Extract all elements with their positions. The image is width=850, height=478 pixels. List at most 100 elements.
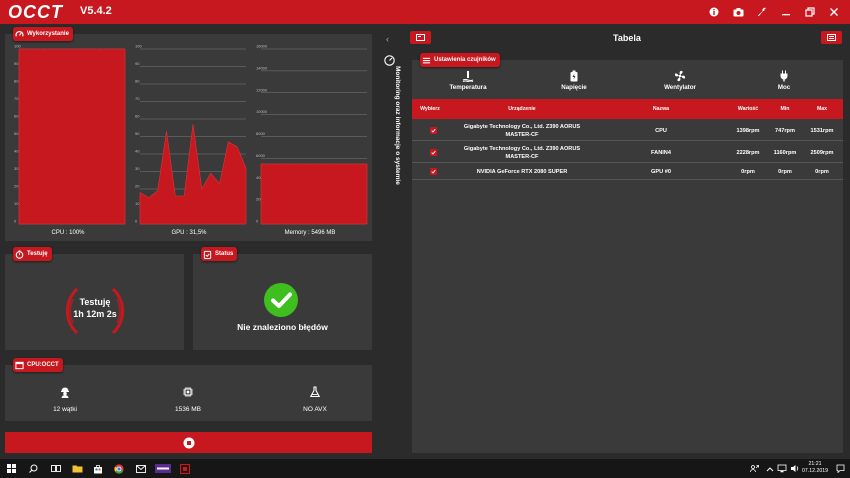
row-checkbox[interactable] xyxy=(430,127,437,134)
collapse-chevron-icon[interactable]: ‹ xyxy=(386,34,389,44)
status-panel-title: Status xyxy=(215,251,234,257)
data-point xyxy=(117,48,119,50)
device-line2: MASTER-CF xyxy=(505,154,539,160)
wrench-icon[interactable] xyxy=(750,0,774,24)
data-point xyxy=(210,172,212,174)
system-clock[interactable]: 21:21 07.12.2019 xyxy=(802,461,828,475)
data-point xyxy=(110,48,112,50)
data-point xyxy=(61,48,62,50)
row-value: 0rpm xyxy=(741,169,755,175)
tick-label: 10000 xyxy=(256,109,268,114)
tick-label: 40 xyxy=(14,149,19,154)
table-row[interactable]: Gigabyte Technology Co., Ltd. Z390 AORUS… xyxy=(412,142,843,163)
series-area-0 xyxy=(18,48,126,225)
device-line1: Gigabyte Technology Co., Ltd. Z390 AORUS xyxy=(463,124,581,130)
col-min[interactable]: Min xyxy=(780,106,790,112)
tab-wentylator[interactable]: Wentylator xyxy=(626,70,734,91)
store-icon[interactable] xyxy=(91,462,104,475)
memory-label: 1536 MB xyxy=(174,406,202,413)
stop-test-button[interactable] xyxy=(5,432,372,453)
col-wartosc[interactable]: Wartość xyxy=(737,106,759,112)
tick-label: 100 xyxy=(135,44,142,49)
close-icon[interactable] xyxy=(822,0,846,24)
data-point xyxy=(236,146,238,148)
row-checkbox[interactable] xyxy=(430,168,437,175)
occt-taskbar-icon[interactable] xyxy=(155,462,171,475)
side-collapse-strip: ‹ xyxy=(378,30,404,454)
battery-icon xyxy=(570,70,578,82)
checkmark-icon xyxy=(431,128,436,133)
tick-label: 50 xyxy=(14,131,19,136)
search-icon[interactable] xyxy=(27,462,40,475)
tick-label: 60 xyxy=(135,114,140,119)
check-circle-icon xyxy=(264,283,298,317)
col-nazwa[interactable]: Nazwa xyxy=(652,106,670,112)
tick-label: 60 xyxy=(14,114,19,119)
thermometer-icon xyxy=(462,71,474,82)
tick-label: 30 xyxy=(14,166,19,171)
tick-label: 12000 xyxy=(256,87,268,92)
test-panel: Testuję Testuję 1h 12m 2s xyxy=(5,247,184,350)
chrome-icon[interactable] xyxy=(112,462,125,475)
app-red-square-icon[interactable] xyxy=(178,462,191,475)
data-point xyxy=(53,48,55,50)
col-max[interactable]: Max xyxy=(816,106,828,112)
cpu-chart-label: CPU : 100% xyxy=(51,230,85,236)
title-bar: OCCT V5.4.2 xyxy=(0,0,850,24)
tick-label: 70 xyxy=(14,96,19,101)
tab-temperatura[interactable]: Temperatura xyxy=(414,70,522,91)
status-panel: Status Nie znaleziono błędów xyxy=(193,247,372,350)
col-wybierz[interactable]: Wybierz xyxy=(420,106,440,112)
data-point xyxy=(192,123,194,125)
test-spinner xyxy=(65,287,125,335)
tab-moc[interactable]: Moc xyxy=(730,70,838,91)
test-panel-title: Testuję xyxy=(27,251,48,257)
col-urzadzenie[interactable]: Urządzenie xyxy=(508,106,536,112)
data-point xyxy=(139,192,141,193)
windows-start-icon[interactable] xyxy=(5,462,18,475)
file-explorer-icon[interactable] xyxy=(71,462,84,475)
task-view-icon[interactable] xyxy=(49,462,62,475)
data-point xyxy=(157,190,159,192)
network-icon[interactable] xyxy=(775,462,788,475)
panel-icon xyxy=(416,34,425,41)
people-icon[interactable] xyxy=(748,462,761,475)
monitoring-right-button[interactable] xyxy=(821,31,842,44)
fan-icon xyxy=(674,70,686,82)
table-row[interactable]: NVIDIA GeForce RTX 2080 SUPER GPU #0 0rp… xyxy=(412,164,843,180)
volume-icon[interactable] xyxy=(788,462,801,475)
test-elapsed-time: 1h 12m 2s xyxy=(73,309,117,319)
camera-icon[interactable] xyxy=(726,0,750,24)
threads-label: 12 wątki xyxy=(53,406,77,413)
row-device: Gigabyte Technology Co., Ltd. Z390 AORUS… xyxy=(452,145,592,161)
mail-icon[interactable] xyxy=(134,462,147,475)
data-point xyxy=(25,48,27,50)
notifications-icon[interactable] xyxy=(834,462,847,475)
data-point xyxy=(219,183,220,185)
side-panel-label[interactable]: Monitoring oraz informacje o systemie xyxy=(394,66,401,185)
window-icon xyxy=(15,361,24,369)
row-name: CPU xyxy=(655,128,667,134)
data-point xyxy=(68,48,69,50)
table-row[interactable]: Gigabyte Technology Co., Ltd. Z390 AORUS… xyxy=(412,120,843,141)
monitoring-left-button[interactable] xyxy=(410,31,431,44)
series-area-1 xyxy=(139,124,247,225)
tick-label: 0 xyxy=(14,219,17,224)
chevron-up-icon[interactable] xyxy=(763,462,776,475)
restore-icon[interactable] xyxy=(798,0,822,24)
data-point xyxy=(174,195,176,197)
tab-napiecie[interactable]: Napięcie xyxy=(520,70,628,91)
monitor-gauge-icon xyxy=(384,55,395,66)
row-checkbox[interactable] xyxy=(430,149,437,156)
app-version: V5.4.2 xyxy=(80,5,112,17)
tick-label: 30 xyxy=(135,166,140,171)
checkmark-icon xyxy=(431,169,436,174)
minimize-icon[interactable] xyxy=(774,0,798,24)
data-point xyxy=(148,197,150,199)
tick-label: 80 xyxy=(14,79,19,84)
cpu-info-panel: CPU:OCCT 12 wątki 1536 MB NO AVX xyxy=(5,358,372,421)
info-icon[interactable] xyxy=(702,0,726,24)
series-area-2 xyxy=(260,163,368,225)
data-point xyxy=(183,195,185,197)
data-point xyxy=(351,163,353,165)
